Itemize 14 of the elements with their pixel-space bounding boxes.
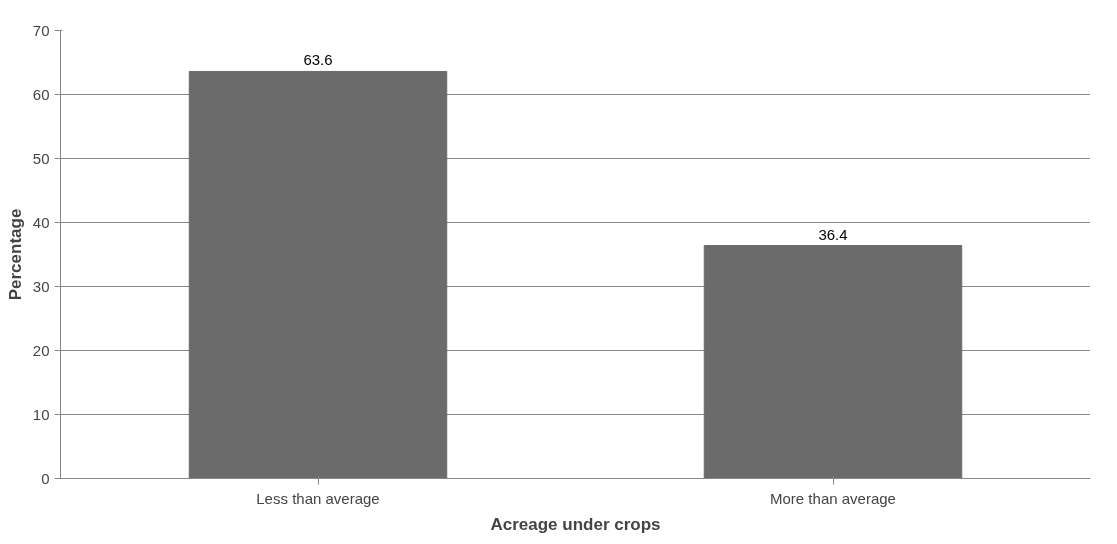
x-tick-label: More than average [770,489,896,507]
y-tick-label: 70 [32,21,50,39]
y-tick-label: 50 [32,149,50,167]
y-tick-label: 40 [32,213,50,231]
y-tick-label: 10 [32,405,50,423]
y-tick-label: 20 [32,341,50,359]
y-tick-label: 30 [32,277,50,295]
data-label: 63.6 [303,51,333,69]
y-axis-title: Percentage [5,208,25,301]
data-label: 36.4 [818,225,848,243]
y-tick-label: 60 [32,85,50,103]
x-tick-label: Less than average [256,489,380,507]
x-axis-title: Acreage under crops [490,514,661,534]
y-tick-label: 0 [41,469,50,487]
